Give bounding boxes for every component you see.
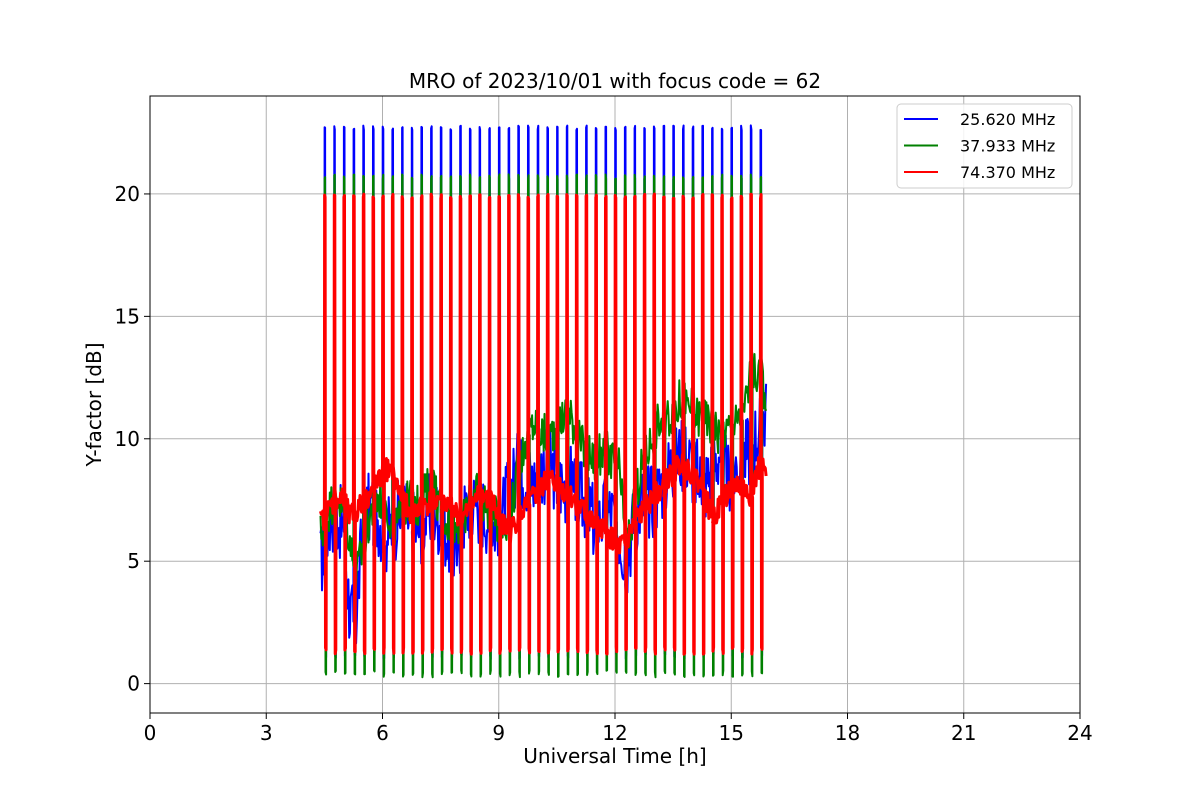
x-tick-label: 15 <box>719 721 744 745</box>
chart-title: MRO of 2023/10/01 with focus code = 62 <box>409 69 821 93</box>
y-tick-label: 15 <box>115 304 140 328</box>
legend: 25.620 MHz 37.933 MHz 74.370 MHz <box>896 103 1073 189</box>
y-tick-label: 10 <box>115 427 140 451</box>
series-line-3 <box>319 192 768 656</box>
x-tick-label: 12 <box>602 721 627 745</box>
y-tick-label: 20 <box>115 182 140 206</box>
x-tick-label: 21 <box>951 721 976 745</box>
x-tick-label: 0 <box>144 721 157 745</box>
axis-ticks: 0 3 6 9 12 15 18 21 24 0 5 10 15 20 <box>115 182 1093 745</box>
y-tick-label: 5 <box>127 549 140 573</box>
x-tick-label: 6 <box>376 721 389 745</box>
x-axis-label: Universal Time [h] <box>523 744 706 768</box>
x-tick-label: 3 <box>260 721 273 745</box>
x-tick-label: 24 <box>1067 721 1092 745</box>
x-tick-label: 9 <box>492 721 505 745</box>
legend-label-2: 37.933 MHz <box>960 137 1055 156</box>
y-tick-label: 0 <box>127 672 140 696</box>
legend-label-1: 25.620 MHz <box>960 110 1055 129</box>
legend-label-3: 74.370 MHz <box>960 163 1055 182</box>
plot-area <box>319 124 768 679</box>
y-axis-label: Y-factor [dB] <box>82 342 106 467</box>
x-tick-label: 18 <box>835 721 860 745</box>
legend-box <box>896 103 1073 189</box>
